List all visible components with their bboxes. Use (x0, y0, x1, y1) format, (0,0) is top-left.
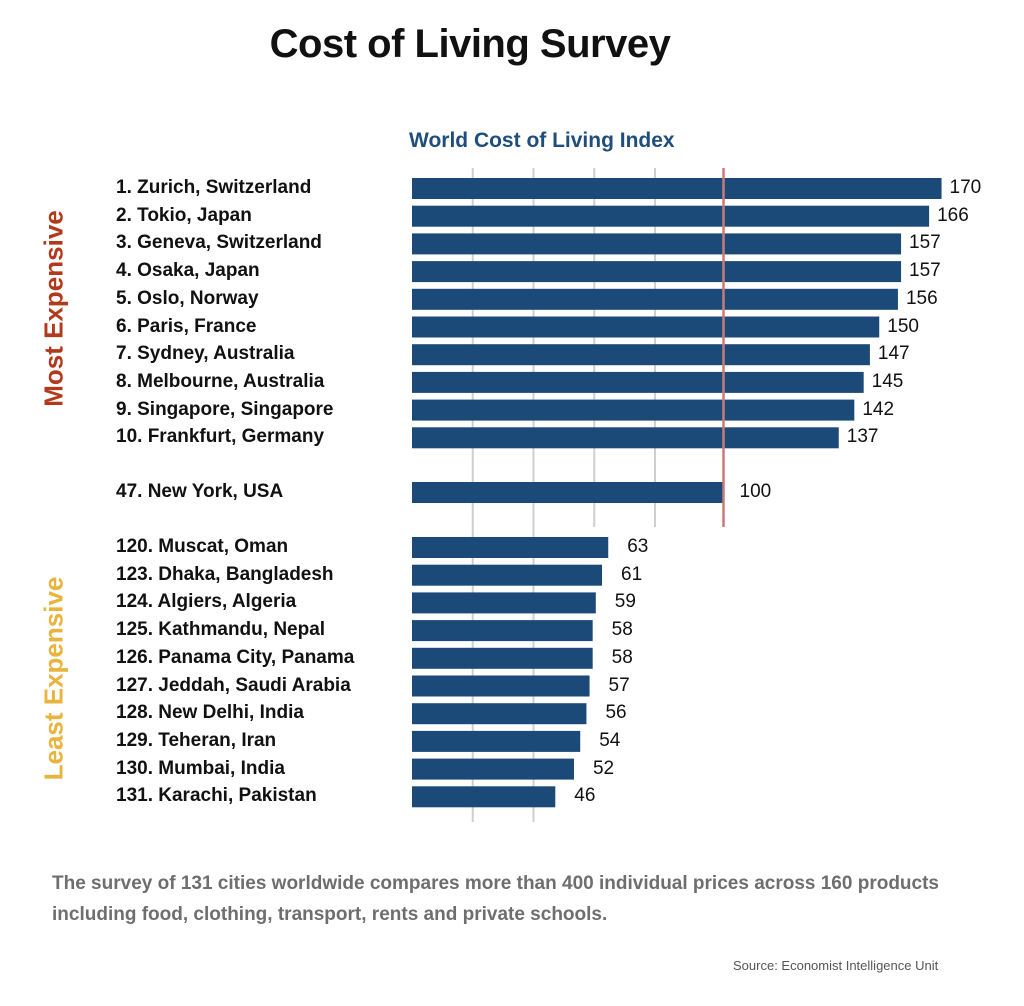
value-label: 147 (877, 343, 910, 365)
city-label: 127. Jeddah, Saudi Arabia (116, 674, 351, 696)
city-label: 120. Muscat, Oman (116, 536, 289, 557)
bar (412, 316, 880, 338)
bar (412, 344, 870, 366)
bar (412, 786, 556, 808)
bar (412, 261, 902, 283)
value-label: 100 (739, 481, 772, 502)
city-label: 124. Algiers, Algeria (116, 591, 297, 613)
value-label: 157 (909, 260, 941, 282)
source-note: Source: Economist Intelligence Unit (733, 958, 939, 973)
bar (412, 758, 574, 780)
value-label: 57 (608, 674, 630, 696)
value-label: 150 (887, 315, 919, 337)
bar (412, 427, 839, 449)
city-label: 130. Mumbai, India (116, 757, 285, 779)
city-label: 123. Dhaka, Bangladesh (116, 563, 334, 585)
value-label: 156 (905, 287, 938, 309)
value-label: 137 (846, 426, 879, 448)
chart-title: Cost of Living Survey (269, 22, 671, 66)
value-label: 46 (574, 785, 596, 807)
value-label: 58 (611, 619, 633, 641)
value-label: 157 (909, 232, 941, 254)
value-label: 54 (599, 729, 621, 751)
city-label: 3. Geneva, Switzerland (116, 232, 322, 254)
value-label: 56 (605, 702, 627, 724)
city-label: 125. Kathmandu, Nepal (116, 619, 326, 641)
bar (412, 647, 593, 669)
city-label: 10. Frankfurt, Germany (116, 426, 325, 448)
chart-subtitle: World Cost of Living Index (409, 129, 675, 152)
value-label: 58 (611, 646, 633, 668)
footnote: The survey of 131 cities worldwide compa… (52, 873, 939, 925)
value-label: 166 (937, 204, 969, 226)
bar (412, 205, 930, 227)
bar (412, 371, 864, 393)
city-label: 5. Oslo, Norway (116, 287, 259, 309)
value-label: 63 (627, 536, 649, 557)
bar (412, 564, 603, 586)
bar (412, 537, 609, 558)
value-label: 59 (614, 591, 636, 613)
value-label: 52 (592, 757, 615, 779)
city-label: 6. Paris, France (116, 315, 257, 337)
city-label: 8. Melbourne, Australia (116, 370, 325, 392)
value-label: 142 (862, 398, 895, 420)
city-label: 2. Tokio, Japan (116, 204, 252, 226)
value-label: 61 (621, 563, 643, 585)
city-label: 131. Karachi, Pakistan (116, 785, 317, 807)
city-label: 128. New Delhi, India (116, 702, 304, 724)
city-label: 1. Zurich, Switzerland (116, 177, 312, 198)
city-label: 126. Panama City, Panama (116, 646, 355, 668)
city-label: 4. Osaka, Japan (116, 260, 260, 282)
bar (412, 233, 902, 255)
bar (412, 730, 581, 752)
city-label: 47. New York, USA (116, 481, 284, 502)
bar (412, 288, 898, 310)
bar (412, 482, 724, 503)
city-label: 129. Teheran, Iran (116, 729, 277, 751)
bar (412, 703, 587, 725)
city-label: 7. Sydney, Australia (116, 343, 295, 365)
value-label: 145 (871, 370, 904, 392)
bar (412, 399, 855, 421)
bar (412, 592, 596, 614)
bar (412, 178, 942, 199)
city-label: 9. Singapore, Singapore (116, 398, 334, 420)
value-label: 170 (949, 177, 982, 198)
bar (412, 620, 593, 642)
bar (412, 675, 590, 697)
